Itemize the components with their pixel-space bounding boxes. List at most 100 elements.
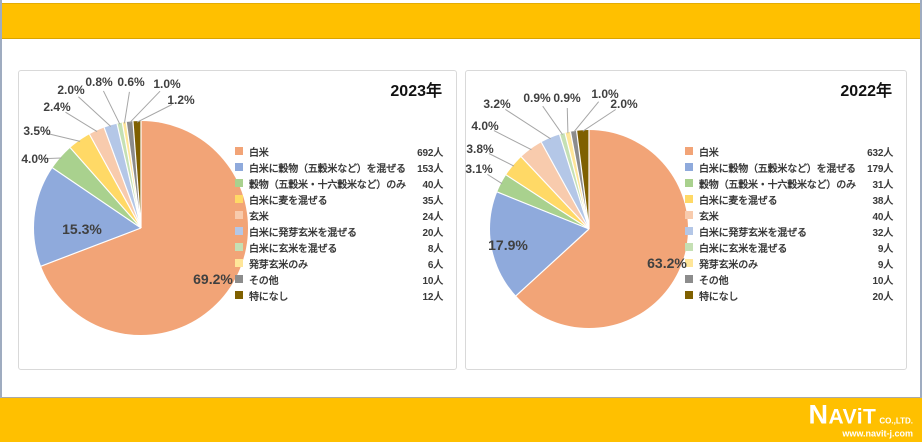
legend-item: 穀物（五穀米・十六穀米など）のみ 31人 (685, 175, 893, 191)
legend-item: 白米に玄米を混ぜる 8人 (235, 239, 443, 255)
chart-panel-2023: 2023年 69.2% 15.3% 4.0% 3.5% 2.4% 2.0% 0.8% 0.6%… (18, 70, 457, 370)
legend-swatch (235, 243, 243, 251)
legend-label: 穀物（五穀米・十六穀米など）のみ (699, 179, 856, 191)
bottom-brand-bar: NAViT CO.,LTD. www.navit-j.com (0, 397, 922, 442)
logo-suffix: CO.,LTD. (879, 416, 913, 426)
legend-label: 発芽玄米のみ (249, 259, 308, 271)
legend-value: 24人 (422, 211, 443, 223)
legend-value: 12人 (422, 291, 443, 303)
legend-item: 白米に麦を混ぜる 35人 (235, 191, 443, 207)
pct-label: 4.0% (471, 119, 499, 133)
legend-label: 発芽玄米のみ (699, 259, 758, 271)
legend-swatch (235, 163, 243, 171)
legend-item: 白米に穀物（五穀米など）を混ぜる 179人 (685, 159, 893, 175)
legend-swatch (685, 291, 693, 299)
pct-label: 63.2% (647, 255, 687, 271)
logo-name: NAViT (808, 399, 877, 430)
legend-swatch (235, 259, 243, 267)
legend-value: 9人 (877, 243, 893, 255)
legend-item: 発芽玄米のみ 6人 (235, 255, 443, 271)
pct-label: 0.6% (117, 75, 145, 89)
pct-label: 3.8% (466, 142, 494, 156)
leader-lines (40, 90, 173, 267)
legend-value: 8人 (427, 243, 443, 255)
legend-value: 35人 (422, 195, 443, 207)
legend-label: 白米に玄米を混ぜる (249, 243, 338, 255)
legend-item: 発芽玄米のみ 9人 (685, 255, 893, 271)
legend-item: 玄米 40人 (685, 207, 893, 223)
legend-2023: 白米 692人 白米に穀物（五穀米など）を混ぜる 153人 穀物（五穀米・十六穀米など）… (235, 143, 443, 303)
legend-label: 穀物（五穀米・十六穀米など）のみ (249, 179, 406, 191)
pct-label: 1.0% (591, 87, 619, 101)
legend-swatch (685, 259, 693, 267)
navit-logo: NAViT CO.,LTD. www.navit-j.com (808, 402, 913, 439)
legend-value: 6人 (427, 259, 443, 271)
pct-label: 1.2% (167, 93, 195, 107)
legend-value: 20人 (872, 291, 893, 303)
legend-value: 10人 (422, 275, 443, 287)
legend-item: 特になし 12人 (235, 287, 443, 303)
legend-label: 白米に穀物（五穀米など）を混ぜる (249, 163, 406, 175)
legend-item: 白米に麦を混ぜる 38人 (685, 191, 893, 207)
legend-label: 白米に麦を混ぜる (249, 195, 328, 207)
legend-value: 31人 (872, 179, 893, 191)
top-brand-bar (2, 3, 920, 39)
legend-item: 白米に発芽玄米を混ぜる 32人 (685, 223, 893, 239)
logo-url: www.navit-j.com (842, 428, 913, 439)
legend-swatch (685, 195, 693, 203)
legend-label: その他 (699, 275, 729, 287)
pct-label: 0.9% (553, 91, 581, 105)
pct-label: 3.5% (23, 124, 51, 138)
legend-label: 玄米 (699, 211, 719, 223)
pct-label: 3.1% (465, 162, 493, 176)
pct-label: 69.2% (193, 271, 233, 287)
legend-swatch (685, 163, 693, 171)
legend-swatch (235, 147, 243, 155)
legend-label: 白米 (699, 147, 719, 159)
leader-lines (487, 101, 616, 297)
legend-label: 白米 (249, 147, 269, 159)
legend-swatch (235, 227, 243, 235)
legend-item: 玄米 24人 (235, 207, 443, 223)
pct-label: 17.9% (488, 237, 528, 253)
pct-label: 0.9% (523, 91, 551, 105)
legend-value: 632人 (867, 147, 893, 159)
pct-label: 2.0% (57, 83, 85, 97)
legend-label: 白米に発芽玄米を混ぜる (699, 227, 807, 239)
legend-item: 特になし 20人 (685, 287, 893, 303)
pct-label: 15.3% (62, 221, 102, 237)
legend-item: その他 10人 (685, 271, 893, 287)
legend-swatch (685, 147, 693, 155)
legend-value: 153人 (417, 163, 443, 175)
legend-value: 32人 (872, 227, 893, 239)
legend-value: 38人 (872, 195, 893, 207)
legend-swatch (235, 291, 243, 299)
legend-label: 玄米 (249, 211, 269, 223)
legend-item: 白米に穀物（五穀米など）を混ぜる 153人 (235, 159, 443, 175)
pct-label: 2.0% (610, 97, 638, 111)
legend-value: 692人 (417, 147, 443, 159)
pct-label: 4.0% (21, 152, 49, 166)
chart-title-2023: 2023年 (390, 83, 442, 100)
legend-swatch (235, 195, 243, 203)
legend-swatch (235, 275, 243, 283)
legend-item: 白米に発芽玄米を混ぜる 20人 (235, 223, 443, 239)
legend-value: 179人 (867, 163, 893, 175)
legend-2022: 白米 632人 白米に穀物（五穀米など）を混ぜる 179人 穀物（五穀米・十六穀米など）… (685, 143, 893, 303)
legend-label: 白米に麦を混ぜる (699, 195, 778, 207)
legend-value: 40人 (872, 211, 893, 223)
legend-value: 20人 (422, 227, 443, 239)
legend-item: 白米 692人 (235, 143, 443, 159)
legend-item: 白米 632人 (685, 143, 893, 159)
pct-label: 3.2% (483, 97, 511, 111)
pct-label: 2.4% (43, 100, 71, 114)
legend-swatch (235, 211, 243, 219)
legend-value: 40人 (422, 179, 443, 191)
legend-label: 特になし (249, 291, 289, 303)
legend-label: 白米に玄米を混ぜる (699, 243, 788, 255)
legend-label: 白米に発芽玄米を混ぜる (249, 227, 357, 239)
legend-swatch (685, 211, 693, 219)
legend-swatch (685, 243, 693, 251)
legend-swatch (685, 179, 693, 187)
legend-value: 10人 (872, 275, 893, 287)
